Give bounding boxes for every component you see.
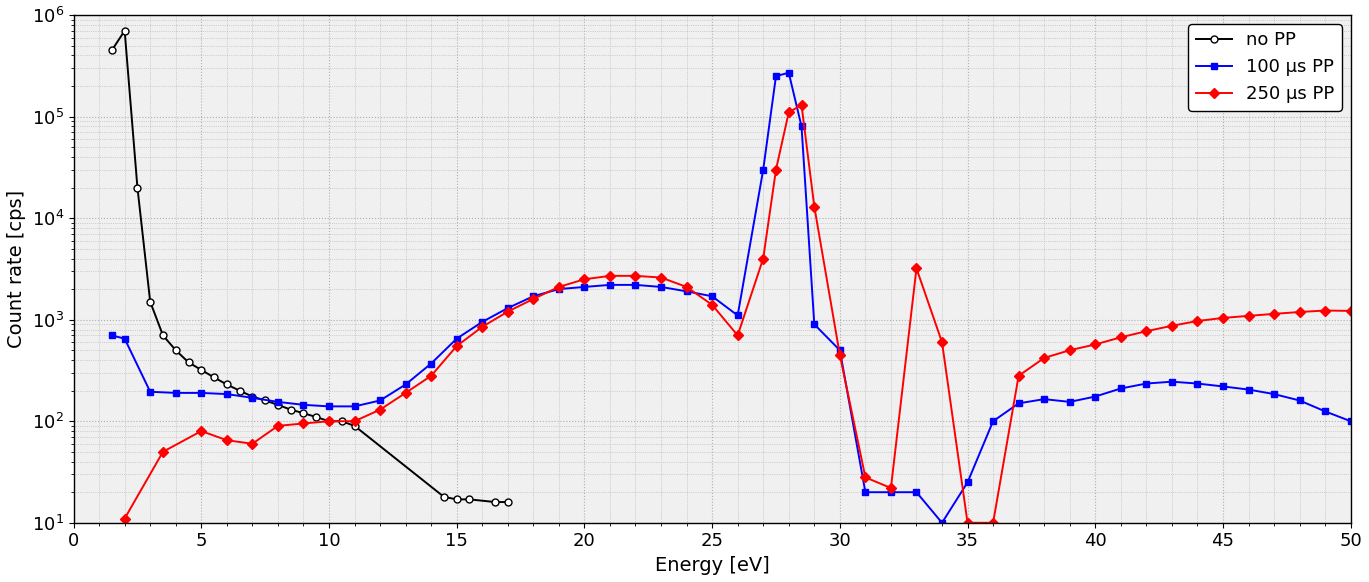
250 μs PP xyxy=(500,308,516,315)
Line: no PP: no PP xyxy=(108,27,511,506)
Line: 100 μs PP: 100 μs PP xyxy=(108,69,1354,526)
250 μs PP xyxy=(1266,310,1283,317)
100 μs PP xyxy=(857,489,873,496)
250 μs PP xyxy=(653,274,669,281)
no PP xyxy=(231,387,248,394)
Y-axis label: Count rate [cps]: Count rate [cps] xyxy=(7,190,26,348)
no PP xyxy=(500,499,516,506)
no PP xyxy=(155,332,171,339)
250 μs PP xyxy=(320,418,337,425)
no PP xyxy=(449,496,465,503)
250 μs PP xyxy=(768,166,784,173)
100 μs PP xyxy=(908,489,924,496)
100 μs PP xyxy=(104,332,120,339)
250 μs PP xyxy=(793,101,809,108)
no PP xyxy=(142,299,159,306)
250 μs PP xyxy=(1036,354,1053,361)
250 μs PP xyxy=(423,372,439,379)
no PP xyxy=(244,393,260,400)
250 μs PP xyxy=(627,272,643,279)
Legend: no PP, 100 μs PP, 250 μs PP: no PP, 100 μs PP, 250 μs PP xyxy=(1188,24,1342,111)
100 μs PP xyxy=(704,293,720,300)
250 μs PP xyxy=(296,420,312,427)
250 μs PP xyxy=(1010,372,1027,379)
250 μs PP xyxy=(1214,314,1231,321)
250 μs PP xyxy=(219,436,235,443)
no PP xyxy=(193,367,209,374)
250 μs PP xyxy=(526,296,542,303)
250 μs PP xyxy=(193,428,209,435)
Line: 250 μs PP: 250 μs PP xyxy=(122,101,1354,526)
250 μs PP xyxy=(679,283,695,290)
250 μs PP xyxy=(1343,307,1359,314)
250 μs PP xyxy=(244,440,260,447)
X-axis label: Energy [eV]: Energy [eV] xyxy=(654,556,769,575)
250 μs PP xyxy=(1113,334,1129,341)
no PP xyxy=(461,496,478,503)
250 μs PP xyxy=(780,109,797,116)
250 μs PP xyxy=(474,324,490,331)
no PP xyxy=(181,359,197,366)
no PP xyxy=(167,347,183,354)
250 μs PP xyxy=(550,283,567,290)
250 μs PP xyxy=(1164,322,1180,329)
250 μs PP xyxy=(270,423,286,430)
250 μs PP xyxy=(602,272,619,279)
100 μs PP xyxy=(193,389,209,396)
250 μs PP xyxy=(372,406,389,413)
no PP xyxy=(487,499,504,506)
250 μs PP xyxy=(730,332,746,339)
250 μs PP xyxy=(1061,347,1077,354)
250 μs PP xyxy=(1240,313,1257,320)
250 μs PP xyxy=(1138,328,1154,335)
100 μs PP xyxy=(768,73,784,80)
no PP xyxy=(308,414,324,421)
250 μs PP xyxy=(984,519,1001,526)
no PP xyxy=(435,494,452,501)
no PP xyxy=(257,397,274,404)
no PP xyxy=(282,406,298,413)
250 μs PP xyxy=(116,515,133,522)
100 μs PP xyxy=(934,519,950,526)
no PP xyxy=(116,27,133,34)
100 μs PP xyxy=(1343,418,1359,425)
250 μs PP xyxy=(1190,318,1206,325)
no PP xyxy=(219,381,235,388)
250 μs PP xyxy=(754,255,771,262)
no PP xyxy=(334,418,350,425)
250 μs PP xyxy=(934,339,950,346)
no PP xyxy=(129,184,145,191)
no PP xyxy=(296,410,312,417)
no PP xyxy=(270,402,286,409)
no PP xyxy=(346,423,363,430)
250 μs PP xyxy=(397,389,413,396)
250 μs PP xyxy=(576,276,593,283)
250 μs PP xyxy=(908,265,924,272)
250 μs PP xyxy=(449,343,465,350)
250 μs PP xyxy=(857,474,873,481)
250 μs PP xyxy=(155,448,171,455)
250 μs PP xyxy=(831,352,847,359)
250 μs PP xyxy=(806,203,823,210)
100 μs PP xyxy=(550,286,567,293)
250 μs PP xyxy=(960,519,976,526)
no PP xyxy=(104,47,120,54)
250 μs PP xyxy=(1317,307,1333,314)
no PP xyxy=(320,418,337,425)
250 μs PP xyxy=(346,418,363,425)
100 μs PP xyxy=(780,69,797,76)
250 μs PP xyxy=(1291,308,1307,315)
no PP xyxy=(205,374,222,381)
250 μs PP xyxy=(1087,341,1103,348)
250 μs PP xyxy=(883,484,899,491)
250 μs PP xyxy=(704,301,720,308)
